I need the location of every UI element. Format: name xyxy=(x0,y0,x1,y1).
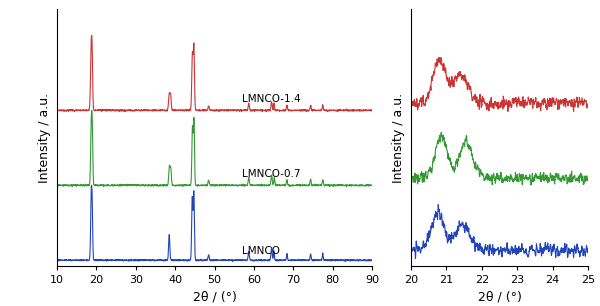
Text: LMNCO: LMNCO xyxy=(242,246,280,256)
Y-axis label: Intensity / a.u.: Intensity / a.u. xyxy=(38,93,52,183)
Y-axis label: Intensity / a.u.: Intensity / a.u. xyxy=(392,93,406,183)
Text: LMNCO-0.7: LMNCO-0.7 xyxy=(242,169,301,179)
X-axis label: 2θ / (°): 2θ / (°) xyxy=(478,291,521,304)
Text: LMNCO-1.4: LMNCO-1.4 xyxy=(242,94,301,104)
X-axis label: 2θ / (°): 2θ / (°) xyxy=(193,291,236,304)
